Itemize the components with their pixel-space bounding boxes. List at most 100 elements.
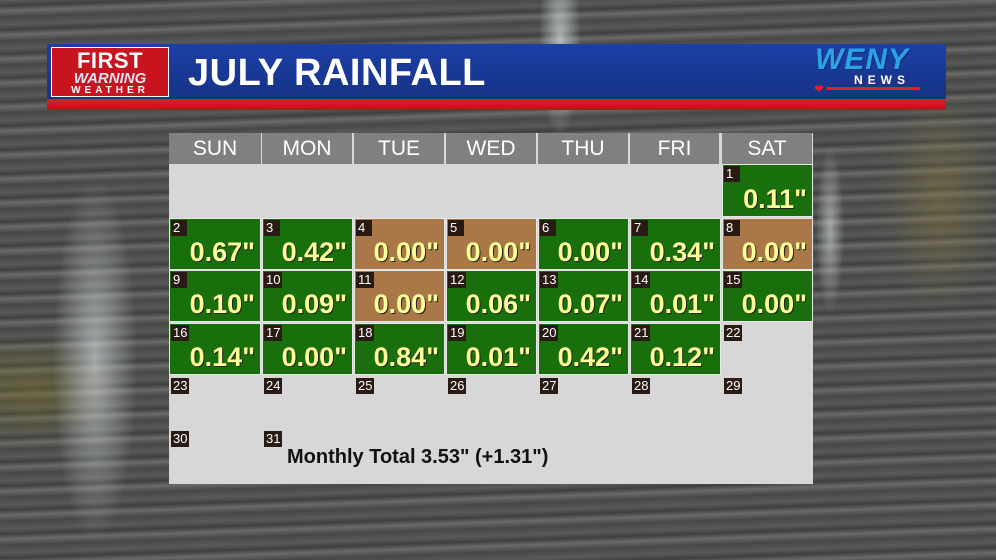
page-title: JULY RAINFALL	[188, 52, 486, 94]
weekday-header-tue: TUE	[354, 133, 444, 164]
day-number: 20	[540, 325, 559, 341]
weekday-header-wed: WED	[446, 133, 536, 164]
blank-cell	[446, 429, 537, 484]
logo-line-1: FIRST	[76, 48, 144, 73]
rainfall-value: 0.67"	[189, 237, 255, 267]
day-number: 19	[448, 325, 467, 341]
heart-icon: ❤	[814, 82, 825, 96]
rainfall-value: 0.01"	[465, 342, 531, 372]
day-number: 2	[171, 220, 187, 236]
rainfall-value: 0.00"	[741, 289, 807, 319]
weny-news-logo: WENY NEWS ❤	[798, 43, 926, 96]
rainfall-value: 0.42"	[281, 237, 347, 267]
day-cell-2: 2 0.67"	[169, 218, 261, 270]
blank-cell	[538, 164, 629, 217]
day-cell-4: 4 0.00"	[354, 218, 445, 270]
day-number: 16	[171, 325, 190, 341]
day-number: 15	[724, 272, 743, 288]
rainfall-value: 0.84"	[373, 342, 439, 372]
station-logo-line-1: WENY	[815, 43, 909, 76]
day-number: 4	[356, 220, 372, 236]
weekday-header-thu: THU	[538, 133, 628, 164]
blank-cell	[630, 429, 721, 484]
day-cell-20: 20 0.42"	[538, 323, 629, 375]
logo-line-2: WARNING	[73, 70, 147, 87]
day-number: 13	[540, 272, 559, 288]
day-cell-11: 11 0.00"	[354, 270, 445, 322]
rainfall-value: 0.00"	[741, 237, 807, 267]
day-cell-19: 19 0.01"	[446, 323, 537, 375]
rainfall-value: 0.00"	[281, 342, 347, 372]
rainfall-value: 0.34"	[649, 237, 715, 267]
blank-cell	[538, 429, 629, 484]
day-number: 7	[632, 220, 648, 236]
day-cell-6: 6 0.00"	[538, 218, 629, 270]
rainfall-value: 0.07"	[557, 289, 623, 319]
blank-cell	[354, 164, 445, 217]
day-cell-26: 26	[446, 376, 537, 428]
day-number: 30	[171, 431, 190, 447]
weekday-header-fri: FRI	[630, 133, 719, 164]
day-number: 29	[724, 378, 743, 394]
day-number: 28	[632, 378, 651, 394]
day-cell-5: 5 0.00"	[446, 218, 537, 270]
blank-cell	[446, 164, 537, 217]
day-cell-31: 31	[262, 429, 353, 484]
day-number: 22	[724, 325, 743, 341]
rainfall-value: 0.42"	[557, 342, 623, 372]
day-cell-18: 18 0.84"	[354, 323, 445, 375]
rainfall-value: 0.11"	[743, 184, 807, 214]
day-number: 12	[448, 272, 467, 288]
day-cell-25: 25	[354, 376, 445, 428]
rainfall-value: 0.00"	[557, 237, 623, 267]
blank-cell	[630, 164, 721, 217]
day-number: 27	[540, 378, 559, 394]
day-number: 10	[264, 272, 283, 288]
day-cell-9: 9 0.10"	[169, 270, 261, 322]
rainfall-value: 0.01"	[649, 289, 715, 319]
day-cell-16: 16 0.14"	[169, 323, 261, 375]
monthly-total: Monthly Total 3.53" (+1.31")	[287, 446, 549, 468]
day-cell-22: 22	[722, 323, 813, 375]
blank-cell	[722, 429, 813, 484]
day-number: 25	[356, 378, 375, 394]
day-cell-29: 29	[722, 376, 813, 428]
weekday-header-sat: SAT	[722, 133, 812, 164]
day-cell-13: 13 0.07"	[538, 270, 629, 322]
rainfall-value: 0.10"	[189, 289, 255, 319]
rainfall-calendar: SUN MON TUE WED THU FRI SAT 1 0.11" 2 0.67" 3 0.42" 4…	[169, 133, 813, 484]
day-number: 3	[264, 220, 280, 236]
day-number: 23	[171, 378, 190, 394]
day-number: 31	[264, 431, 283, 447]
rainfall-value: 0.09"	[281, 289, 347, 319]
day-number: 14	[632, 272, 651, 288]
day-cell-24: 24	[262, 376, 353, 428]
day-cell-15: 15 0.00"	[722, 270, 813, 322]
day-cell-21: 21 0.12"	[630, 323, 721, 375]
blank-cell	[262, 164, 353, 217]
weekday-header-sun: SUN	[169, 133, 261, 164]
first-warning-weather-logo: FIRST WARNING WEATHER	[51, 47, 169, 97]
day-number: 6	[540, 220, 556, 236]
blank-cell	[169, 164, 261, 217]
weekday-header-mon: MON	[262, 133, 352, 164]
day-cell-10: 10 0.09"	[262, 270, 353, 322]
day-cell-8: 8 0.00"	[722, 218, 813, 270]
day-number: 21	[632, 325, 651, 341]
day-number: 18	[356, 325, 375, 341]
day-number: 1	[724, 166, 740, 182]
banner-red-stripe	[47, 99, 946, 110]
day-number: 5	[448, 220, 464, 236]
day-cell-14: 14 0.01"	[630, 270, 721, 322]
rainfall-value: 0.14"	[189, 342, 255, 372]
day-cell-7: 7 0.34"	[630, 218, 721, 270]
day-cell-23: 23	[169, 376, 261, 428]
day-cell-30: 30	[169, 429, 261, 484]
day-cell-12: 12 0.06"	[446, 270, 537, 322]
day-cell-1: 1 0.11"	[722, 164, 813, 217]
day-number: 11	[356, 272, 374, 288]
day-number: 24	[264, 378, 283, 394]
day-cell-17: 17 0.00"	[262, 323, 353, 375]
swoosh-icon	[826, 87, 920, 90]
day-number: 8	[724, 220, 740, 236]
